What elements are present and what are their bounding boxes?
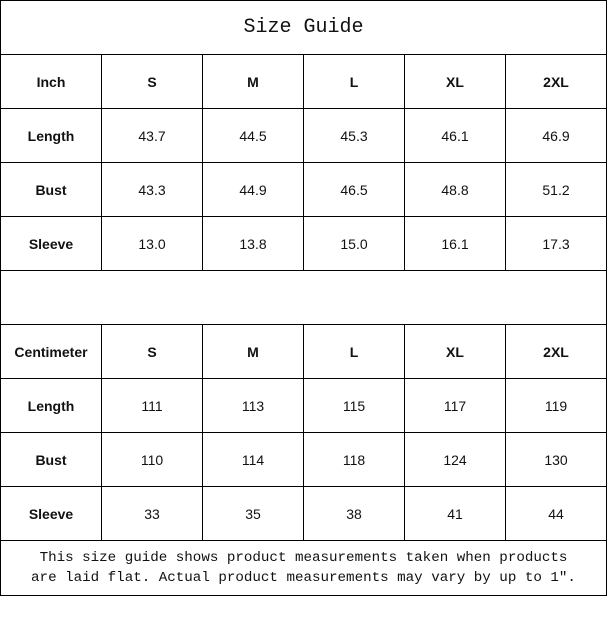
measurement-cell: 41: [404, 486, 506, 541]
measurement-note: This size guide shows product measuremen…: [0, 540, 607, 596]
measurement-cell: 46.9: [505, 108, 607, 163]
size-guide-table: Size Guide Inch S M L XL 2XL Length 43.7 44.5 45.…: [0, 0, 607, 596]
size-header: 2XL: [505, 324, 607, 379]
measurement-cell: 44: [505, 486, 607, 541]
measurement-cell: 15.0: [303, 216, 405, 271]
table-row: Bust 43.3 44.9 46.5 48.8 51.2: [0, 162, 607, 217]
size-header: M: [202, 54, 304, 109]
size-header: S: [101, 54, 203, 109]
table-row: Sleeve 33 35 38 41 44: [0, 486, 607, 541]
size-header: L: [303, 324, 405, 379]
measurement-cell: 46.5: [303, 162, 405, 217]
size-header: XL: [404, 324, 506, 379]
measurement-cell: 111: [101, 378, 203, 433]
measurement-cell: 13.8: [202, 216, 304, 271]
centimeter-unit-label: Centimeter: [0, 324, 102, 379]
inch-unit-label: Inch: [0, 54, 102, 109]
measurement-cell: 115: [303, 378, 405, 433]
measurement-cell: 124: [404, 432, 506, 487]
inch-header-row: Inch S M L XL 2XL: [0, 54, 607, 109]
page-title: Size Guide: [0, 0, 607, 55]
note-line-1: This size guide shows product measuremen…: [39, 550, 568, 566]
measurement-cell: 38: [303, 486, 405, 541]
measurement-cell: 117: [404, 378, 506, 433]
row-label: Length: [0, 108, 102, 163]
table-row: Sleeve 13.0 13.8 15.0 16.1 17.3: [0, 216, 607, 271]
size-header: 2XL: [505, 54, 607, 109]
measurement-cell: 114: [202, 432, 304, 487]
measurement-cell: 44.5: [202, 108, 304, 163]
measurement-cell: 35: [202, 486, 304, 541]
measurement-cell: 45.3: [303, 108, 405, 163]
centimeter-header-row: Centimeter S M L XL 2XL: [0, 324, 607, 379]
measurement-cell: 43.3: [101, 162, 203, 217]
table-row: Length 111 113 115 117 119: [0, 378, 607, 433]
size-header: XL: [404, 54, 506, 109]
note-row: This size guide shows product measuremen…: [0, 540, 607, 596]
measurement-cell: 113: [202, 378, 304, 433]
measurement-cell: 46.1: [404, 108, 506, 163]
spacer-row: [0, 270, 607, 325]
row-label: Bust: [0, 162, 102, 217]
measurement-cell: 48.8: [404, 162, 506, 217]
table-row: Bust 110 114 118 124 130: [0, 432, 607, 487]
measurement-cell: 130: [505, 432, 607, 487]
measurement-cell: 119: [505, 378, 607, 433]
measurement-cell: 110: [101, 432, 203, 487]
row-label: Bust: [0, 432, 102, 487]
measurement-cell: 44.9: [202, 162, 304, 217]
row-label: Length: [0, 378, 102, 433]
measurement-cell: 13.0: [101, 216, 203, 271]
measurement-cell: 118: [303, 432, 405, 487]
row-label: Sleeve: [0, 216, 102, 271]
measurement-cell: 51.2: [505, 162, 607, 217]
measurement-cell: 16.1: [404, 216, 506, 271]
measurement-cell: 33: [101, 486, 203, 541]
measurement-cell: 17.3: [505, 216, 607, 271]
size-header: S: [101, 324, 203, 379]
size-header: L: [303, 54, 405, 109]
row-label: Sleeve: [0, 486, 102, 541]
size-header: M: [202, 324, 304, 379]
note-line-2: are laid flat. Actual product measuremen…: [31, 570, 576, 586]
spacer-cell: [0, 270, 607, 325]
table-row: Length 43.7 44.5 45.3 46.1 46.9: [0, 108, 607, 163]
title-row: Size Guide: [0, 0, 607, 55]
measurement-cell: 43.7: [101, 108, 203, 163]
